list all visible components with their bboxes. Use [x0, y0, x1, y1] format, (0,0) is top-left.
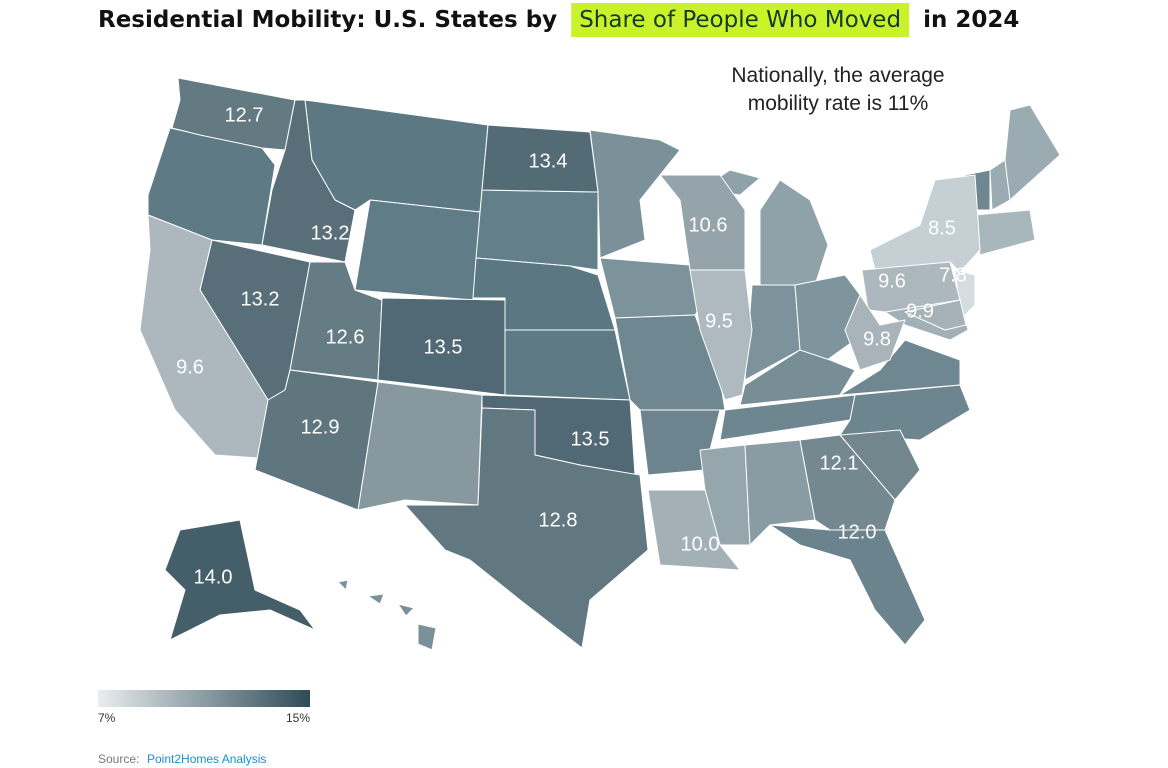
state-value-label: 12.6 [326, 326, 365, 348]
title-highlight-text: Share of People Who Moved [579, 7, 901, 33]
state-value-label: 8.5 [928, 217, 956, 239]
state-value-label: 13.2 [311, 222, 350, 244]
state-shape [261, 99, 356, 263]
state-shape [254, 369, 379, 511]
state-shape [404, 407, 649, 649]
state-shape [647, 489, 741, 571]
state-value-label: 13.5 [571, 428, 610, 450]
state-shape [861, 261, 961, 313]
annotation: Nationally, the average [731, 64, 944, 87]
state-value-label: 12.7 [225, 104, 264, 126]
state-shape [481, 124, 599, 193]
state-value-label: 13.4 [529, 150, 568, 172]
state-shape [164, 519, 316, 641]
state-value-label: 7.8 [939, 264, 967, 286]
source-link[interactable]: Point2Homes Analysis [147, 752, 266, 766]
state-value-label: 13.2 [241, 288, 280, 310]
title-part: in 2024 [923, 7, 1019, 33]
legend-gradient [98, 690, 310, 707]
annotation: mobility rate is 11% [748, 92, 929, 115]
state-shape [719, 394, 856, 441]
state-value-label: 9.5 [705, 310, 733, 332]
state-value-label: 9.9 [906, 300, 934, 322]
state-value-label: 12.1 [820, 452, 859, 474]
legend: 7% 15% [97, 690, 311, 725]
state-value-label: 13.5 [424, 336, 463, 358]
state-shape [417, 623, 437, 651]
state-shape [337, 579, 349, 591]
source-label: Source: [98, 752, 139, 766]
state-value-label: 12.0 [838, 521, 877, 543]
state-shape [759, 179, 829, 286]
title-part: Residential Mobility: U.S. States by [98, 7, 557, 33]
state-shape [589, 129, 681, 259]
state-shape [397, 603, 415, 617]
state-shape [839, 339, 961, 396]
state-shape [354, 199, 481, 301]
state-shape [504, 329, 631, 401]
legend-tick-label: 7% [98, 711, 116, 725]
state-value-label: 9.8 [863, 328, 891, 350]
state-shape [475, 189, 599, 271]
state-shape [1004, 104, 1061, 201]
state-value-label: 9.6 [878, 270, 906, 292]
state-shape [739, 349, 856, 406]
state-labels: 12.7 13.4 13.2 13.2 12.6 13.5 9.6 12.9 13.5 12.8 1… [176, 104, 967, 588]
state-value-label: 10.0 [681, 533, 720, 555]
state-shape [699, 444, 751, 546]
legend-tick-label: 15% [286, 711, 310, 725]
state-shape [357, 381, 483, 511]
state-value-label: 12.9 [301, 416, 340, 438]
unlabeled-states [147, 99, 1061, 651]
state-value-label: 12.8 [539, 509, 578, 531]
state-shape [974, 209, 1036, 256]
state-shape [799, 434, 896, 531]
state-shape [744, 439, 816, 546]
state-shape [869, 174, 981, 273]
state-shape [367, 593, 385, 605]
state-value-label: 10.6 [689, 214, 728, 236]
state-value-label: 14.0 [194, 566, 233, 588]
title-highlight [571, 3, 910, 37]
state-shape [844, 294, 906, 371]
state-shape [689, 269, 753, 401]
states [139, 77, 981, 649]
state-shape [377, 297, 506, 396]
state-value-label: 9.6 [176, 356, 204, 378]
state-shape [139, 214, 269, 459]
state-shape [904, 299, 967, 331]
chart-title: Residential Mobility: U.S. States by Sha… [98, 7, 1019, 33]
